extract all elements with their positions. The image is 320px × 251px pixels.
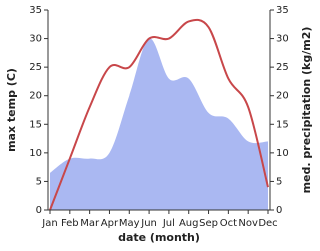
precipitation-area [50,38,268,211]
x-tick-label: Aug [179,218,199,229]
x-tick-label: Oct [220,218,237,229]
x-tick-label: Feb [61,218,79,229]
y-tick-label: 0 [36,205,42,216]
chart: date (month) max temp (C) med. precipita… [5,5,313,244]
x-tick-label: May [119,218,140,229]
y-tick-label: 10 [29,148,42,159]
y2-tick-label: 15 [276,119,289,130]
y2-tick-label: 5 [276,176,282,187]
y2-tick-label: 20 [276,91,289,102]
y-axis-title: max temp (C) [5,68,18,152]
x-tick-label: Dec [258,218,277,229]
y2-axis-title: med. precipitation (kg/m2) [300,27,313,194]
y2-tick-label: 10 [276,148,289,159]
y-tick-label: 15 [29,119,42,130]
x-axis-title: date (month) [118,231,200,244]
x-tick-label: Nov [238,218,258,229]
y-tick-label: 25 [29,62,42,73]
x-tick-label: Jun [140,218,157,229]
x-tick-label: Sep [199,218,218,229]
y-tick-label: 30 [29,34,42,45]
x-tick-label: Jul [162,218,175,229]
y2-tick-label: 0 [276,205,282,216]
y2-tick-label: 35 [276,5,289,16]
y-tick-label: 20 [29,91,42,102]
x-tick-label: Apr [101,218,119,229]
x-tick-label: Jan [41,218,57,229]
y-tick-label: 35 [29,5,42,16]
y2-tick-label: 30 [276,34,289,45]
y2-tick-label: 25 [276,62,289,73]
y-tick-label: 5 [36,176,42,187]
temperature-line [49,18,269,211]
x-tick-label: Mar [80,218,100,229]
plot-layer [49,18,269,211]
